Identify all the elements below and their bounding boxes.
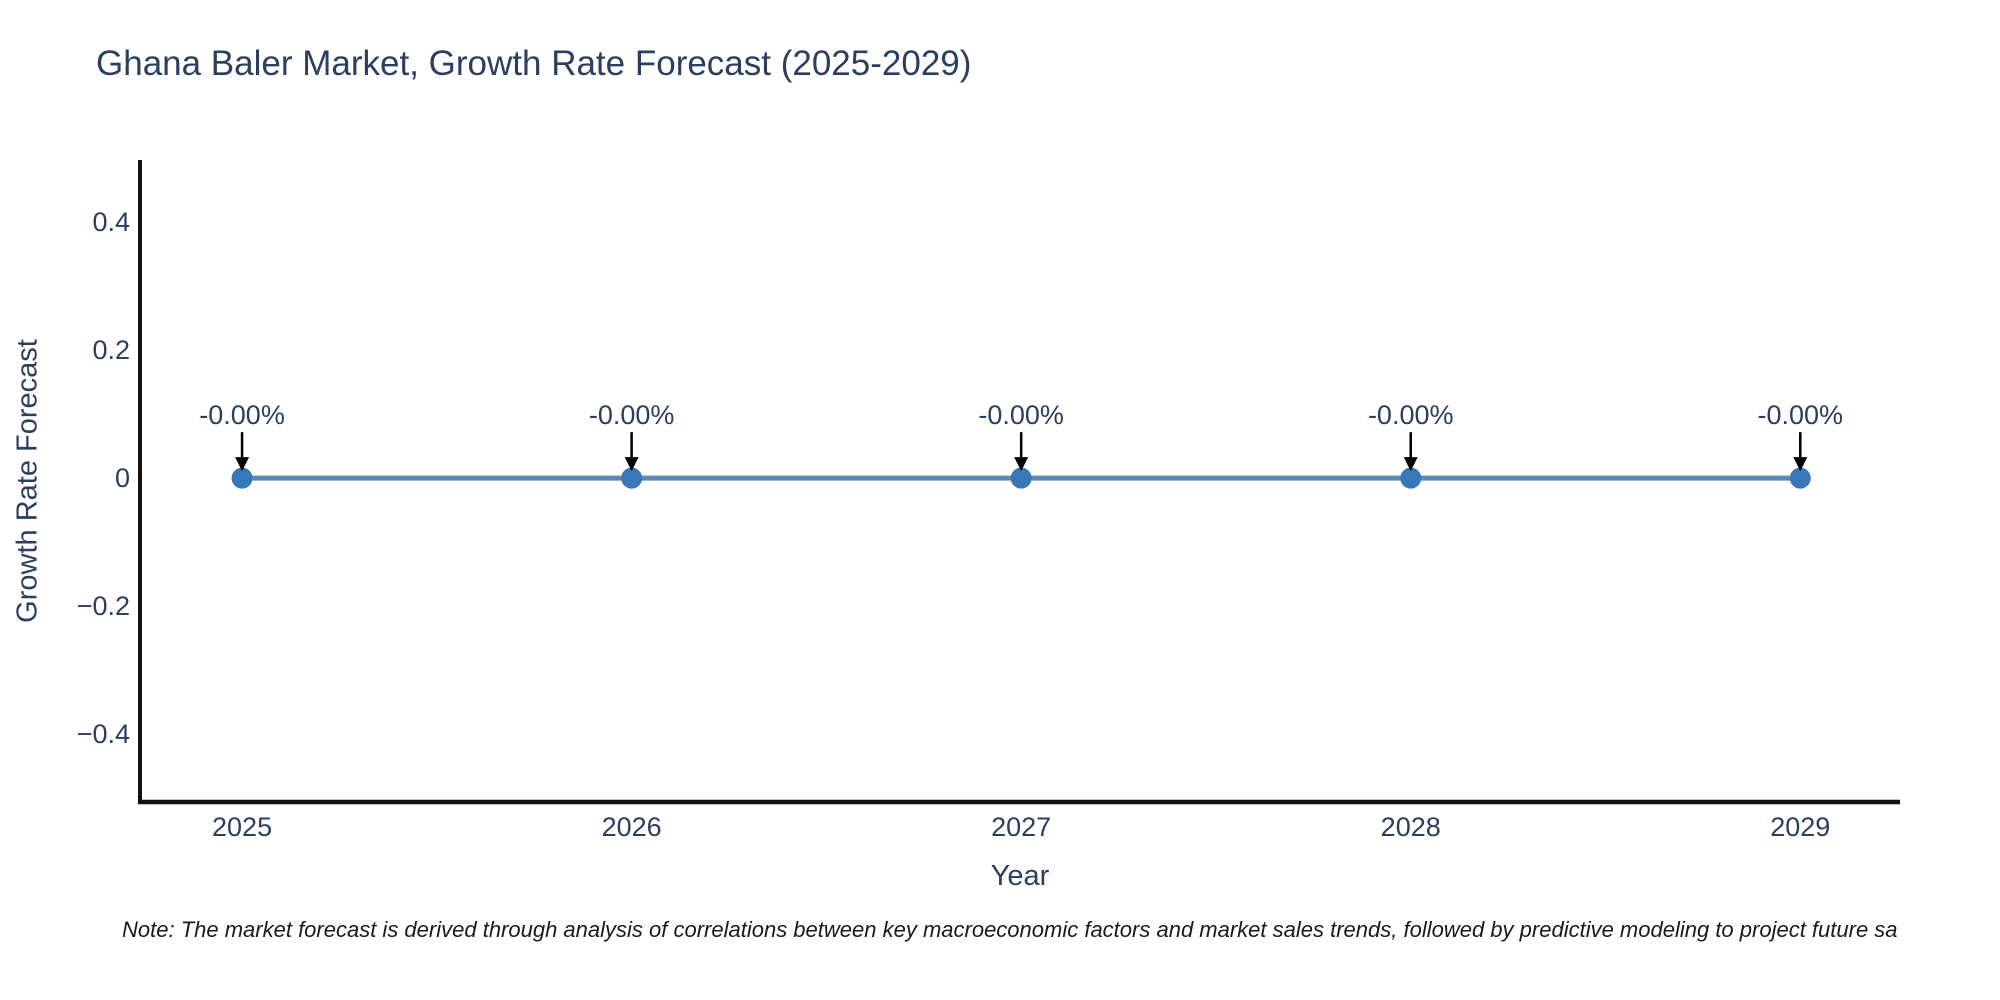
annotation-label: -0.00% [588,400,675,431]
data-point-marker [1400,467,1422,489]
x-tick-label: 2026 [601,812,662,842]
annotation-arrowhead [235,457,250,472]
annotation-arrowhead [1014,457,1029,472]
data-point-marker [1789,467,1811,489]
y-tick-label: 0.4 [92,207,130,238]
annotation-label: -0.00% [978,400,1064,431]
annotation-arrowhead [624,457,639,472]
y-tick-label: 0.2 [92,335,130,366]
annotation-label: -0.00% [199,400,285,431]
data-point-marker [1010,467,1032,489]
annotation-arrowhead [1793,457,1808,472]
footnote: Note: The market forecast is derived thr… [122,917,1898,942]
x-tick-label: 2029 [1770,812,1831,842]
y-tick-label: 0 [114,463,130,494]
data-point-marker [621,467,643,489]
annotation-label: -0.00% [1757,400,1844,431]
y-tick-label: −0.4 [76,719,130,750]
x-tick-label: 2027 [991,812,1052,842]
y-tick-label: −0.2 [76,591,130,622]
annotation-label: -0.00% [1367,400,1454,431]
data-point-marker [231,467,253,489]
x-tick-label: 2028 [1380,812,1441,842]
x-tick-label: 2025 [212,812,273,842]
chart-title: Ghana Baler Market, Growth Rate Forecast… [96,44,972,83]
annotation-arrowhead [1403,457,1418,472]
x-axis-title: Year [990,860,1050,892]
